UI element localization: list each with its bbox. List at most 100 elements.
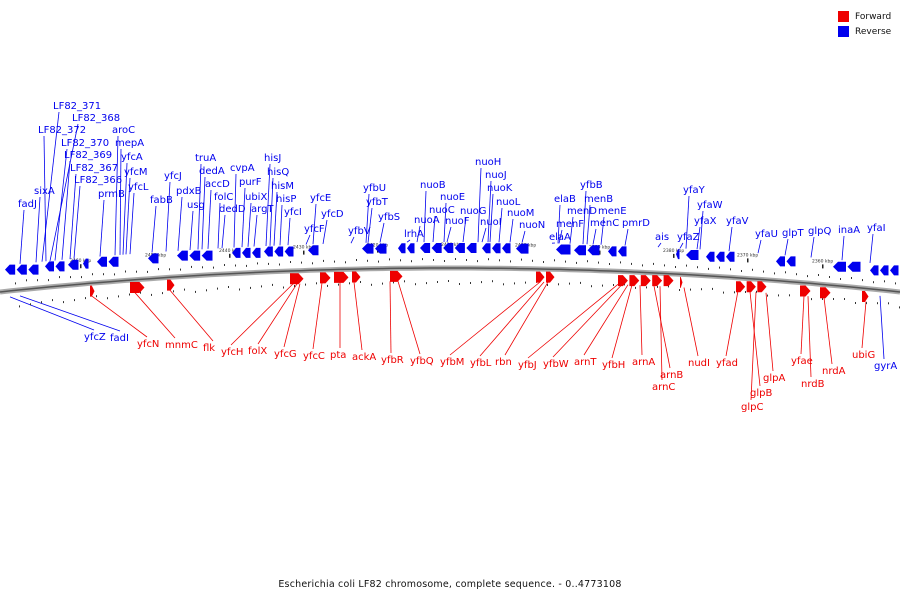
reverse-gene-arrow[interactable] <box>587 245 600 256</box>
forward-gene-label-yfcg[interactable]: yfcG <box>274 349 297 360</box>
reverse-gene-arrow[interactable] <box>618 246 627 257</box>
reverse-gene-label-yfaw[interactable]: yfaW <box>697 200 723 211</box>
reverse-gene-label-nuoe[interactable]: nuoE <box>440 192 465 203</box>
reverse-gene-label-lf82-368[interactable]: LF82_368 <box>72 113 120 124</box>
forward-gene-arrow[interactable] <box>618 275 628 287</box>
reverse-gene-arrow[interactable] <box>776 256 785 267</box>
reverse-gene-label-sixa[interactable]: sixA <box>34 186 55 197</box>
reverse-gene-arrow[interactable] <box>502 243 511 254</box>
reverse-gene-arrow[interactable] <box>97 256 107 267</box>
reverse-gene-label-hisq[interactable]: hisQ <box>267 167 289 178</box>
reverse-gene-label-yfcm[interactable]: yfcM <box>124 167 148 178</box>
reverse-gene-label-lf82-367[interactable]: LF82_367 <box>70 163 118 174</box>
forward-gene-arrow[interactable] <box>167 279 175 291</box>
forward-gene-arrow[interactable] <box>334 271 349 283</box>
reverse-gene-label-nuog[interactable]: nuoG <box>460 206 487 217</box>
reverse-gene-arrow[interactable] <box>398 243 406 254</box>
reverse-gene-label-aroc[interactable]: aroC <box>112 125 135 136</box>
reverse-gene-arrow[interactable] <box>786 256 796 267</box>
reverse-gene-arrow[interactable] <box>242 247 251 258</box>
reverse-gene-arrow[interactable] <box>45 261 54 272</box>
reverse-gene-label-lf82-372[interactable]: LF82_372 <box>38 125 86 136</box>
reverse-gene-arrow[interactable] <box>375 243 387 254</box>
reverse-gene-label-nuoj[interactable]: nuoJ <box>485 170 507 181</box>
reverse-gene-label-nuom[interactable]: nuoM <box>507 208 534 219</box>
reverse-gene-arrow[interactable] <box>608 246 617 257</box>
reverse-gene-label-mepa[interactable]: mepA <box>115 138 144 149</box>
forward-gene-label-yfbj[interactable]: yfbJ <box>518 360 537 371</box>
reverse-gene-label-ais[interactable]: ais <box>655 232 669 243</box>
reverse-gene-arrow[interactable] <box>556 244 571 255</box>
reverse-gene-label-hism[interactable]: hisM <box>271 181 294 192</box>
reverse-gene-label-yfcj[interactable]: yfcJ <box>164 171 182 182</box>
reverse-gene-arrow[interactable] <box>16 264 27 275</box>
reverse-gene-label-yfce[interactable]: yfcE <box>310 193 331 204</box>
forward-gene-label-nrdb[interactable]: nrdB <box>801 379 825 390</box>
reverse-gene-label-lrha[interactable]: lrhA <box>404 229 424 240</box>
forward-gene-label-glpc[interactable]: glpC <box>741 402 763 413</box>
reverse-gene-arrow[interactable] <box>880 265 889 276</box>
reverse-gene-arrow[interactable] <box>454 243 465 254</box>
reverse-gene-label-yfbb[interactable]: yfbB <box>580 180 603 191</box>
forward-gene-label-glpb[interactable]: glpB <box>750 388 772 399</box>
reverse-gene-arrow[interactable] <box>482 243 491 254</box>
forward-gene-label-yfad[interactable]: yfad <box>716 358 738 369</box>
reverse-gene-arrow[interactable] <box>726 251 735 262</box>
reverse-gene-arrow[interactable] <box>68 259 79 270</box>
reverse-gene-arrow[interactable] <box>466 243 477 254</box>
reverse-gene-label-yfbs[interactable]: yfbS <box>378 212 400 223</box>
reverse-gene-label-elaa[interactable]: elaA <box>549 232 571 243</box>
forward-gene-arrow[interactable] <box>352 271 361 283</box>
forward-gene-label-yfcc[interactable]: yfcC <box>303 351 325 362</box>
forward-gene-label-yfbr[interactable]: yfbR <box>381 355 404 366</box>
reverse-gene-label-lf82-369[interactable]: LF82_369 <box>64 150 112 161</box>
forward-gene-label-arnc[interactable]: arnC <box>652 382 675 393</box>
reverse-gene-label-nuof[interactable]: nuoF <box>445 216 470 227</box>
reverse-gene-label-yfbv[interactable]: yfbV <box>348 226 371 237</box>
reverse-gene-arrow[interactable] <box>5 264 16 275</box>
reverse-gene-arrow[interactable] <box>252 247 261 258</box>
forward-gene-arrow[interactable] <box>90 285 95 297</box>
reverse-gene-label-yfcd[interactable]: yfcD <box>321 209 344 220</box>
reverse-gene-arrow[interactable] <box>232 247 241 258</box>
reverse-gene-arrow[interactable] <box>574 245 586 256</box>
reverse-gene-arrow[interactable] <box>870 265 879 276</box>
reverse-gene-label-inaa[interactable]: inaA <box>838 225 860 236</box>
reverse-gene-arrow[interactable] <box>108 256 119 267</box>
forward-gene-label-mnmc[interactable]: mnmC <box>165 340 198 351</box>
forward-gene-label-nudi[interactable]: nudI <box>688 358 710 369</box>
reverse-gene-arrow[interactable] <box>264 246 273 257</box>
reverse-gene-label-nuoc[interactable]: nuoC <box>429 205 455 216</box>
reverse-gene-label-nuol[interactable]: nuoL <box>496 197 521 208</box>
reverse-gene-label-yfcz[interactable]: yfcZ <box>84 332 106 343</box>
reverse-gene-label-trua[interactable]: truA <box>195 153 216 164</box>
forward-gene-label-pta[interactable]: pta <box>330 350 346 361</box>
reverse-gene-label-nuoi[interactable]: nuoI <box>480 217 502 228</box>
reverse-gene-arrow[interactable] <box>516 243 529 254</box>
reverse-gene-label-pmrd[interactable]: pmrD <box>622 218 650 229</box>
reverse-gene-label-dedd[interactable]: dedD <box>219 204 246 215</box>
forward-gene-label-yfcn[interactable]: yfcN <box>137 339 159 350</box>
forward-gene-arrow[interactable] <box>290 273 304 285</box>
forward-gene-label-yfch[interactable]: yfcH <box>221 347 243 358</box>
reverse-gene-arrow[interactable] <box>407 243 415 254</box>
reverse-gene-arrow[interactable] <box>308 245 319 256</box>
reverse-gene-label-elab[interactable]: elaB <box>554 194 576 205</box>
forward-gene-arrow[interactable] <box>536 271 545 283</box>
forward-gene-label-acka[interactable]: ackA <box>352 352 376 363</box>
forward-gene-label-nrda[interactable]: nrdA <box>822 366 846 377</box>
reverse-gene-label-fadi[interactable]: fadI <box>110 333 129 344</box>
reverse-gene-label-hisp[interactable]: hisP <box>276 194 296 205</box>
reverse-gene-label-deda[interactable]: dedA <box>199 166 225 177</box>
forward-gene-arrow[interactable] <box>757 281 767 293</box>
reverse-gene-arrow[interactable] <box>706 251 715 262</box>
reverse-gene-label-ubix[interactable]: ubiX <box>245 192 267 203</box>
forward-gene-arrow[interactable] <box>663 275 674 287</box>
forward-gene-label-yfae[interactable]: yfae <box>791 356 813 367</box>
forward-gene-label-yfbm[interactable]: yfbM <box>440 357 464 368</box>
reverse-gene-arrow[interactable] <box>686 249 699 260</box>
reverse-gene-arrow[interactable] <box>274 246 284 257</box>
forward-gene-label-glpa[interactable]: glpA <box>763 373 785 384</box>
forward-gene-label-yfbl[interactable]: yfbL <box>470 358 492 369</box>
reverse-gene-arrow[interactable] <box>443 243 454 254</box>
